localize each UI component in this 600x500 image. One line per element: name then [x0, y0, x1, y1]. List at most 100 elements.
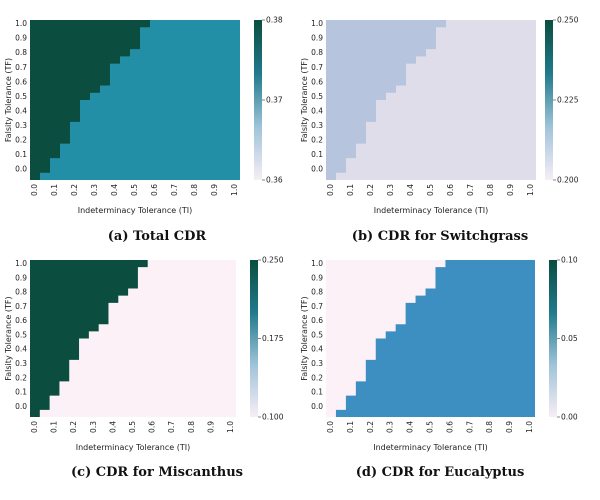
colorbar	[545, 20, 553, 180]
y-tick-label: 0.1	[311, 388, 323, 397]
y-axis-label: Falsity Tolerance (TF)	[4, 58, 13, 142]
y-tick-label: 0.0	[15, 165, 27, 174]
heatmap-high-region	[326, 20, 446, 180]
colorbar-tick-label: 0.36	[266, 176, 283, 185]
x-axis-label: Indeterminacy Tolerance (TI)	[373, 443, 487, 452]
colorbar	[254, 20, 262, 180]
y-axis-label: Falsity Tolerance (TF)	[300, 296, 309, 380]
y-tick-label: 0.8	[15, 288, 27, 297]
x-tick-label: 0.1	[346, 421, 355, 433]
x-tick-label: 1.0	[226, 421, 235, 433]
heatmap-high-region	[30, 260, 148, 417]
chart-caption: (c) CDR for Miscanthus	[71, 465, 243, 480]
colorbar-tick-label: 0.37	[266, 96, 283, 105]
x-tick-label: 0.4	[406, 184, 415, 196]
y-tick-label: 0.1	[311, 150, 323, 159]
x-tick-label: 0.3	[90, 184, 99, 196]
x-tick-label: 0.7	[466, 184, 475, 196]
y-tick-label: 0.6	[311, 77, 323, 86]
x-tick-label: 0.9	[206, 421, 215, 433]
x-axis-label: Indeterminacy Tolerance (TI)	[78, 206, 192, 215]
x-tick-label: 0.8	[485, 421, 494, 433]
y-tick-label: 0.6	[311, 316, 323, 325]
x-tick-label: 0.4	[108, 421, 117, 433]
y-tick-label: 0.4	[311, 345, 323, 354]
chart-panel-2: 0.0 0.1 0.2 0.3 0.4 0.5 0.6 0.7 0.8 0.9 1.0 1.0 0.9 0…	[300, 16, 579, 245]
y-tick-label: 0.2	[311, 373, 323, 382]
x-tick-label: 0.7	[170, 184, 179, 196]
x-tick-label: 0.2	[69, 421, 78, 433]
y-tick-label: 0.8	[311, 288, 323, 297]
colorbar-tick-label: 0.225	[557, 96, 579, 105]
y-tick-label: 0.1	[15, 388, 27, 397]
y-axis-label: Falsity Tolerance (TF)	[300, 58, 309, 142]
y-tick-label: 0.5	[15, 330, 27, 339]
y-tick-label: 0.1	[15, 150, 27, 159]
y-tick-label: 0.9	[311, 34, 323, 43]
colorbar-tick-label: 0.10	[561, 256, 578, 265]
y-tick-label: 0.9	[15, 273, 27, 282]
x-tick-label: 0.9	[505, 421, 514, 433]
x-tick-label: 0.5	[130, 184, 139, 196]
colorbar-tick-label: 0.250	[262, 256, 284, 265]
y-tick-label: 0.7	[311, 302, 323, 311]
heatmap-high-region	[30, 20, 150, 180]
x-tick-label: 0.4	[406, 421, 415, 433]
y-tick-label: 1.0	[311, 259, 323, 268]
y-tick-label: 0.7	[311, 63, 323, 72]
colorbar-tick-label: 0.175	[262, 334, 284, 343]
y-tick-label: 0.0	[311, 402, 323, 411]
x-tick-label: 0.2	[366, 184, 375, 196]
x-tick-label: 0.5	[426, 421, 435, 433]
y-tick-label: 0.5	[15, 92, 27, 101]
y-tick-label: 0.3	[15, 121, 27, 130]
chart-caption: (a) Total CDR	[108, 229, 207, 244]
y-axis-label: Falsity Tolerance (TF)	[4, 296, 13, 380]
y-tick-label: 0.8	[311, 48, 323, 57]
x-tick-label: 0.8	[187, 421, 196, 433]
y-tick-label: 1.0	[15, 259, 27, 268]
x-tick-label: 0.8	[486, 184, 495, 196]
x-tick-label: 0.3	[386, 184, 395, 196]
y-tick-label: 0.6	[15, 77, 27, 86]
y-tick-label: 0.4	[15, 345, 27, 354]
x-tick-label: 0.5	[128, 421, 137, 433]
y-tick-label: 0.7	[15, 302, 27, 311]
y-tick-label: 0.4	[311, 106, 323, 115]
chart-panel-3: 0.0 0.1 0.2 0.3 0.4 0.5 0.6 0.7 0.8 0.9 1.0 1.0 0.9 0…	[4, 256, 284, 481]
heatmap-high-region	[335, 260, 535, 417]
x-tick-label: 0.0	[326, 184, 335, 196]
x-tick-label: 0.6	[445, 421, 454, 433]
y-tick-label: 0.0	[311, 165, 323, 174]
y-tick-label: 0.5	[311, 92, 323, 101]
colorbar	[549, 260, 557, 417]
x-tick-label: 0.2	[366, 421, 375, 433]
y-tick-label: 0.3	[311, 121, 323, 130]
x-tick-label: 1.0	[230, 184, 239, 196]
x-tick-label: 0.3	[386, 421, 395, 433]
y-tick-label: 1.0	[311, 19, 323, 28]
x-tick-label: 0.1	[346, 184, 355, 196]
x-tick-label: 0.7	[167, 421, 176, 433]
chart-caption: (b) CDR for Switchgrass	[352, 229, 528, 244]
colorbar-tick-label: 0.100	[262, 413, 284, 422]
x-tick-label: 0.4	[110, 184, 119, 196]
y-tick-label: 0.4	[15, 106, 27, 115]
y-tick-label: 0.2	[311, 136, 323, 145]
x-tick-label: 0.7	[465, 421, 474, 433]
chart-panel-4: 0.0 0.1 0.2 0.3 0.4 0.5 0.6 0.7 0.8 0.9 1.0 1.0 0.9 0…	[300, 256, 578, 481]
x-tick-label: 0.1	[50, 184, 59, 196]
x-tick-label: 0.0	[30, 421, 39, 433]
colorbar-tick-label: 0.38	[266, 16, 283, 25]
x-tick-label: 0.1	[50, 421, 59, 433]
colorbar-tick-label: 0.200	[557, 176, 579, 185]
x-tick-label: 0.2	[70, 184, 79, 196]
x-tick-label: 0.0	[30, 184, 39, 196]
x-tick-label: 0.0	[326, 421, 335, 433]
y-tick-label: 0.3	[15, 359, 27, 368]
y-tick-label: 0.9	[311, 273, 323, 282]
x-tick-label: 1.0	[525, 421, 534, 433]
y-tick-label: 0.6	[15, 316, 27, 325]
y-tick-label: 0.0	[15, 402, 27, 411]
